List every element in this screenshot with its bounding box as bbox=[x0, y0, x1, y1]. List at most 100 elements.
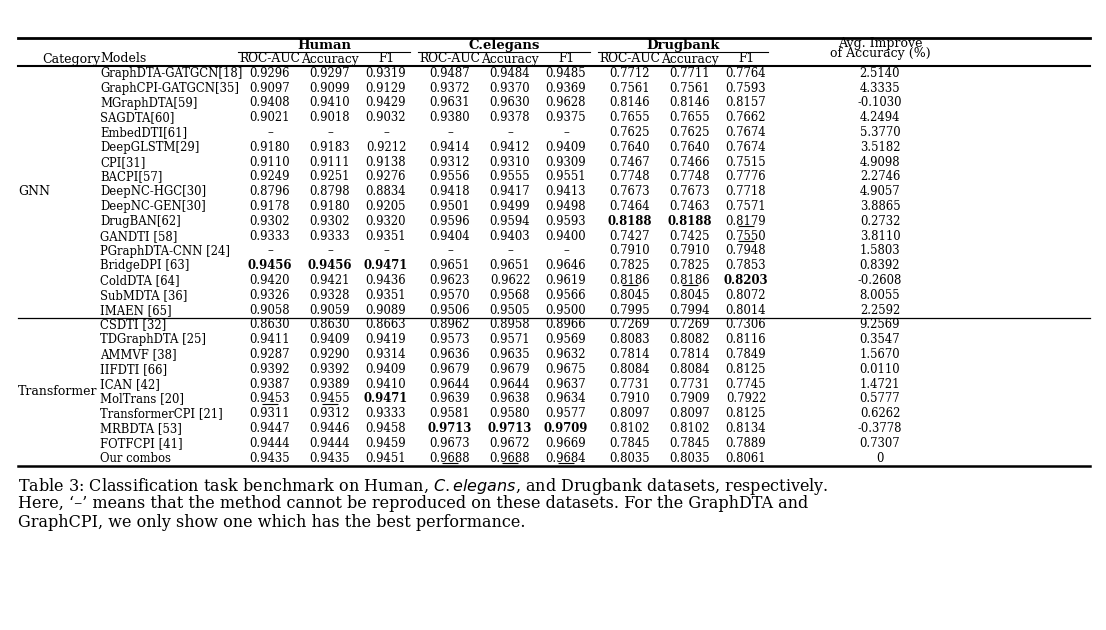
Text: 4.2494: 4.2494 bbox=[859, 112, 900, 124]
Text: 0.8186: 0.8186 bbox=[670, 274, 710, 287]
Text: 0.9485: 0.9485 bbox=[545, 67, 586, 80]
Text: 0.9639: 0.9639 bbox=[430, 392, 470, 406]
Text: Accuracy: Accuracy bbox=[301, 52, 358, 66]
Text: 0.9596: 0.9596 bbox=[430, 215, 470, 228]
Text: 0.9138: 0.9138 bbox=[366, 156, 406, 169]
Text: BACPI[57]: BACPI[57] bbox=[100, 171, 163, 183]
Text: 0.8146: 0.8146 bbox=[670, 96, 710, 110]
Text: 0.8082: 0.8082 bbox=[670, 333, 710, 347]
Text: 1.5670: 1.5670 bbox=[859, 348, 900, 361]
Text: -0.2608: -0.2608 bbox=[858, 274, 902, 287]
Text: 0.7995: 0.7995 bbox=[609, 304, 650, 317]
Text: GraphCPI-GATGCN[35]: GraphCPI-GATGCN[35] bbox=[100, 82, 239, 94]
Text: 0.7427: 0.7427 bbox=[609, 230, 650, 243]
Text: 0.9419: 0.9419 bbox=[366, 333, 406, 347]
Text: 0.8392: 0.8392 bbox=[859, 260, 900, 272]
Text: 0.8116: 0.8116 bbox=[726, 333, 766, 347]
Text: 0.9312: 0.9312 bbox=[430, 156, 470, 169]
Text: 0.9679: 0.9679 bbox=[430, 363, 470, 376]
Text: 0.9032: 0.9032 bbox=[366, 112, 406, 124]
Text: 0.7910: 0.7910 bbox=[609, 244, 650, 258]
Text: 0.8084: 0.8084 bbox=[609, 363, 650, 376]
Text: 0.7994: 0.7994 bbox=[670, 304, 710, 317]
Text: 0.9632: 0.9632 bbox=[545, 348, 586, 361]
Text: 0.9458: 0.9458 bbox=[366, 422, 406, 435]
Text: 2.5140: 2.5140 bbox=[859, 67, 900, 80]
Text: 0.7673: 0.7673 bbox=[609, 185, 650, 198]
Text: 0.9097: 0.9097 bbox=[250, 82, 290, 94]
Text: SAGDTA[60]: SAGDTA[60] bbox=[100, 112, 175, 124]
Text: 0.9018: 0.9018 bbox=[310, 112, 351, 124]
Text: 0.7425: 0.7425 bbox=[670, 230, 710, 243]
Text: 0.7814: 0.7814 bbox=[670, 348, 710, 361]
Text: 0.9580: 0.9580 bbox=[490, 408, 530, 420]
Text: Accuracy: Accuracy bbox=[661, 52, 719, 66]
Text: PGraphDTA-CNN [24]: PGraphDTA-CNN [24] bbox=[100, 244, 230, 258]
Text: 0.7718: 0.7718 bbox=[726, 185, 766, 198]
Text: 0.9296: 0.9296 bbox=[250, 67, 290, 80]
Text: 0.9573: 0.9573 bbox=[430, 333, 470, 347]
Text: 0.9623: 0.9623 bbox=[430, 274, 470, 287]
Text: Here, ‘–’ means that the method cannot be reproduced on these datasets. For the : Here, ‘–’ means that the method cannot b… bbox=[18, 495, 808, 512]
Text: 0.8203: 0.8203 bbox=[723, 274, 769, 287]
Text: 0.9309: 0.9309 bbox=[545, 156, 586, 169]
Text: 0.7825: 0.7825 bbox=[609, 260, 650, 272]
Text: 0.7853: 0.7853 bbox=[726, 260, 766, 272]
Text: 0.7269: 0.7269 bbox=[609, 319, 650, 331]
Text: CSDTI [32]: CSDTI [32] bbox=[100, 319, 166, 331]
Text: –: – bbox=[563, 244, 568, 258]
Text: 0.9410: 0.9410 bbox=[366, 378, 406, 391]
Text: 0.9638: 0.9638 bbox=[490, 392, 530, 406]
Text: 0.9021: 0.9021 bbox=[250, 112, 290, 124]
Text: 0.9675: 0.9675 bbox=[545, 363, 586, 376]
Text: Avg. Improve: Avg. Improve bbox=[837, 37, 922, 50]
Text: 0.9400: 0.9400 bbox=[545, 230, 586, 243]
Text: GraphCPI, we only show one which has the best performance.: GraphCPI, we only show one which has the… bbox=[18, 513, 525, 530]
Text: -0.1030: -0.1030 bbox=[858, 96, 902, 110]
Text: 0.9444: 0.9444 bbox=[310, 437, 351, 450]
Text: –: – bbox=[507, 126, 513, 139]
Text: 0.9499: 0.9499 bbox=[490, 200, 530, 213]
Text: 0.7550: 0.7550 bbox=[726, 230, 766, 243]
Text: 0.7776: 0.7776 bbox=[726, 171, 766, 183]
Text: IMAEN [65]: IMAEN [65] bbox=[100, 304, 171, 317]
Text: 0.7948: 0.7948 bbox=[726, 244, 766, 258]
Text: AMMVF [38]: AMMVF [38] bbox=[100, 348, 177, 361]
Text: 0.8798: 0.8798 bbox=[310, 185, 351, 198]
Text: 0.7711: 0.7711 bbox=[670, 67, 710, 80]
Text: Models: Models bbox=[100, 52, 146, 66]
Text: MolTrans [20]: MolTrans [20] bbox=[100, 392, 184, 406]
Text: 0.8097: 0.8097 bbox=[670, 408, 710, 420]
Text: –: – bbox=[383, 126, 389, 139]
Text: 0.9429: 0.9429 bbox=[366, 96, 406, 110]
Text: 0.8962: 0.8962 bbox=[430, 319, 470, 331]
Text: 0.9059: 0.9059 bbox=[310, 304, 351, 317]
Text: 0.9713: 0.9713 bbox=[428, 422, 472, 435]
Text: FOTFCPI [41]: FOTFCPI [41] bbox=[100, 437, 182, 450]
Text: F1: F1 bbox=[378, 52, 394, 66]
Text: Human: Human bbox=[298, 39, 351, 52]
Text: C.elegans: C.elegans bbox=[468, 39, 540, 52]
Text: 0.9180: 0.9180 bbox=[250, 141, 290, 154]
Text: 8.0055: 8.0055 bbox=[859, 289, 900, 302]
Text: 0.8102: 0.8102 bbox=[670, 422, 710, 435]
Text: 0.9628: 0.9628 bbox=[545, 96, 586, 110]
Text: 3.5182: 3.5182 bbox=[859, 141, 900, 154]
Text: 0.7593: 0.7593 bbox=[726, 82, 766, 94]
Text: 0.9637: 0.9637 bbox=[545, 378, 586, 391]
Text: GANDTI [58]: GANDTI [58] bbox=[100, 230, 177, 243]
Text: F1: F1 bbox=[738, 52, 754, 66]
Text: 0.7674: 0.7674 bbox=[726, 126, 766, 139]
Text: 0.9498: 0.9498 bbox=[545, 200, 586, 213]
Text: 0.7922: 0.7922 bbox=[726, 392, 766, 406]
Text: 0.9249: 0.9249 bbox=[250, 171, 290, 183]
Text: 0.9571: 0.9571 bbox=[490, 333, 530, 347]
Text: 9.2569: 9.2569 bbox=[859, 319, 900, 331]
Text: IIFDTI [66]: IIFDTI [66] bbox=[100, 363, 167, 376]
Text: 0.9568: 0.9568 bbox=[490, 289, 530, 302]
Text: 0.9380: 0.9380 bbox=[430, 112, 470, 124]
Text: 1.4721: 1.4721 bbox=[859, 378, 900, 391]
Text: 0.9408: 0.9408 bbox=[250, 96, 290, 110]
Text: 0.7910: 0.7910 bbox=[670, 244, 710, 258]
Text: 0.9110: 0.9110 bbox=[250, 156, 290, 169]
